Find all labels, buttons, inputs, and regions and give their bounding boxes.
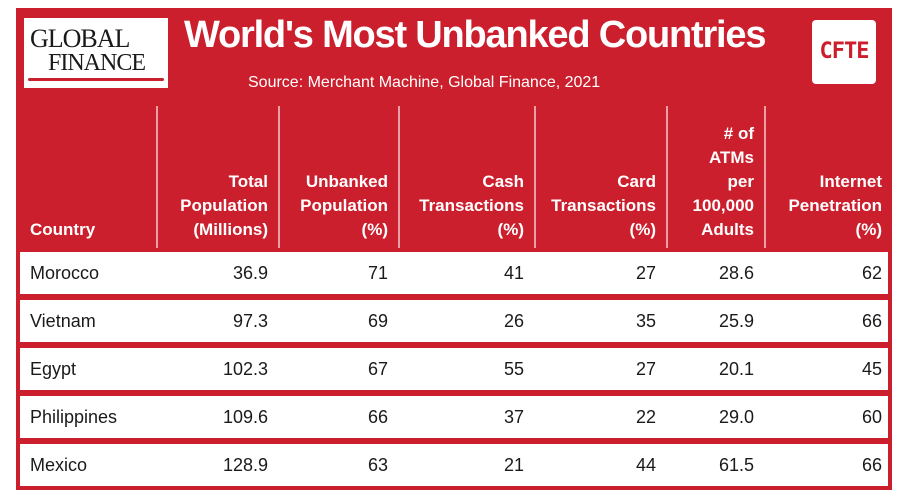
table-cell-internet: 45	[861, 359, 882, 379]
column-header-line: Total	[228, 172, 268, 191]
chart-title: World's Most Unbanked Countries	[184, 14, 766, 56]
table-cell-population: 128.9	[222, 455, 268, 475]
logo-swoosh-icon	[28, 78, 164, 81]
table-cell-country: Egypt	[30, 359, 77, 379]
table-cell-population: 97.3	[232, 311, 268, 331]
column-header-card: Card Transactions (%)	[534, 106, 666, 248]
table-cell-unbanked: 63	[367, 455, 388, 475]
table-cell-cash: 21	[503, 455, 524, 475]
table-cell-country: Morocco	[30, 263, 100, 283]
column-header-line: Transactions	[419, 196, 524, 215]
table-row: Vietnam 97.3 69 26 35 25.9 66	[20, 300, 888, 342]
table-cell-cash: 55	[503, 359, 524, 379]
table-cell-internet: 62	[861, 263, 882, 283]
table-cell-cash: 41	[503, 263, 524, 283]
table-cell-card: 44	[635, 455, 656, 475]
table-cell-cash: 37	[503, 407, 524, 427]
column-header-line: (%)	[361, 220, 388, 239]
table-frame: GLOBAL FINANCE World's Most Unbanked Cou…	[16, 8, 892, 490]
table-cell-unbanked: 69	[367, 311, 388, 331]
column-header-line: # of	[723, 124, 754, 143]
table-cell-population: 102.3	[222, 359, 268, 379]
column-header-line: Cash	[482, 172, 524, 191]
table-cell-cash: 26	[503, 311, 524, 331]
column-header-unbanked: Unbanked Population (%)	[278, 106, 398, 248]
global-finance-logo: GLOBAL FINANCE	[24, 18, 168, 88]
column-header-line: (%)	[629, 220, 656, 239]
column-header-line: Penetration	[788, 196, 882, 215]
column-header-atms: # of ATMs per 100,000 Adults	[666, 106, 764, 248]
table-cell-card: 27	[635, 263, 656, 283]
logo-line-1: GLOBAL	[30, 24, 130, 53]
column-header-line: 100,000	[692, 196, 754, 215]
table-row: Morocco 36.9 71 41 27 28.6 62	[20, 252, 888, 294]
chart-subtitle: Source: Merchant Machine, Global Finance…	[248, 74, 601, 91]
table-cell-atms: 29.0	[718, 407, 754, 427]
table-cell-internet: 66	[861, 455, 882, 475]
table-header-row: Country Total Population (Millions) Unbanked…	[16, 106, 892, 248]
table-cell-internet: 66	[861, 311, 882, 331]
column-header-line: (%)	[497, 220, 524, 239]
table-cell-internet: 60	[861, 407, 882, 427]
column-header-line: Card	[617, 172, 656, 191]
table-cell-unbanked: 66	[367, 407, 388, 427]
column-header-cash: Cash Transactions (%)	[398, 106, 534, 248]
column-header-line: (%)	[855, 220, 882, 239]
table-cell-card: 22	[635, 407, 656, 427]
table-cell-unbanked: 67	[367, 359, 388, 379]
column-header-line: Country	[30, 220, 96, 239]
logo-line-2: FINANCE	[48, 50, 146, 76]
table-cell-atms: 61.5	[718, 455, 754, 475]
table-cell-country: Philippines	[30, 407, 118, 427]
table-row: Philippines 109.6 66 37 22 29.0 60	[20, 396, 888, 438]
table-cell-country: Vietnam	[30, 311, 96, 331]
table-cell-population: 109.6	[222, 407, 268, 427]
column-header-country: Country	[16, 106, 156, 248]
column-header-line: Population	[300, 196, 388, 215]
table-cell-unbanked: 71	[367, 263, 388, 283]
table-row: Mexico 128.9 63 21 44 61.5 66	[20, 444, 888, 486]
column-header-internet: Internet Penetration (%)	[764, 106, 892, 248]
header-banner: GLOBAL FINANCE World's Most Unbanked Cou…	[16, 8, 892, 100]
table-cell-atms: 28.6	[718, 263, 754, 283]
table-cell-card: 35	[635, 311, 656, 331]
column-header-line: ATMs	[708, 148, 754, 167]
column-header-population: Total Population (Millions)	[156, 106, 278, 248]
table-row: Egypt 102.3 67 55 27 20.1 45	[20, 348, 888, 390]
column-header-line: Adults	[701, 220, 754, 239]
column-header-line: Internet	[819, 172, 882, 191]
column-header-line: (Millions)	[193, 220, 268, 239]
column-header-line: Population	[180, 196, 268, 215]
table-cell-atms: 20.1	[718, 359, 754, 379]
table-body: Morocco 36.9 71 41 27 28.6 62 Vietnam 97.3 69 26 35…	[16, 248, 892, 490]
table-cell-population: 36.9	[232, 263, 268, 283]
column-header-line: Unbanked	[305, 172, 388, 191]
table-cell-country: Mexico	[30, 455, 88, 475]
column-header-line: per	[727, 172, 754, 191]
table-cell-atms: 25.9	[718, 311, 754, 331]
table-cell-card: 27	[635, 359, 656, 379]
column-header-line: Transactions	[551, 196, 656, 215]
cfte-logo: CFTE	[812, 20, 876, 84]
